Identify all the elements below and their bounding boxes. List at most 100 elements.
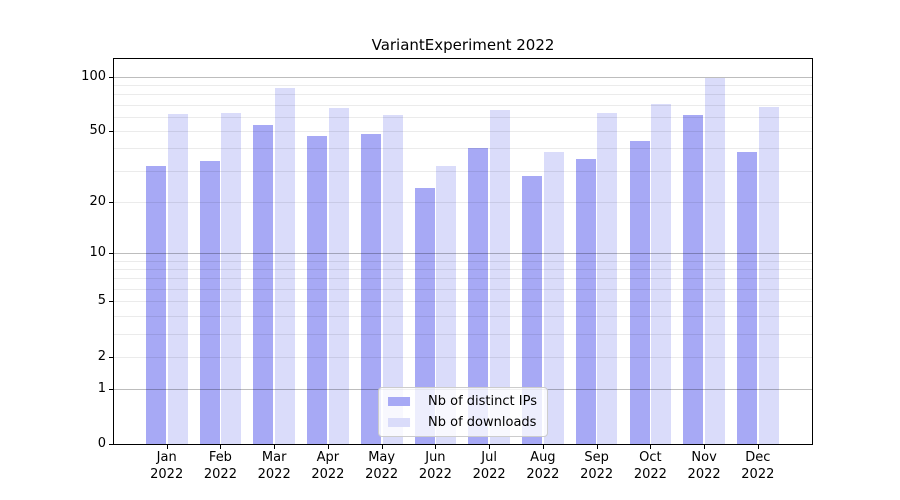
- y-tick-mark: [109, 357, 113, 358]
- minor-gridline: [114, 171, 812, 172]
- minor-gridline: [114, 202, 812, 203]
- legend-swatch-downloads: [388, 418, 411, 427]
- y-tick-label: 0: [97, 436, 106, 451]
- bar-downloads-aug: [543, 152, 564, 444]
- x-tick-year: 2022: [203, 466, 237, 482]
- bar-distinct-ips-sep: [575, 158, 596, 444]
- minor-gridline: [114, 85, 812, 86]
- y-tick-mark: [109, 444, 113, 445]
- bar-downloads-jul: [489, 110, 510, 444]
- x-tick-mark: [489, 445, 490, 449]
- y-tick-mark: [109, 389, 113, 390]
- legend-swatch-distinct-ips: [388, 397, 411, 406]
- y-tick-label: 10: [89, 245, 106, 261]
- plot-area: 0 1 2 5 10 20 50 100 Jan 2022 Feb 2022 Mar 2022 Apr 202…: [81, 58, 813, 482]
- y-tick-mark: [109, 301, 113, 302]
- minor-gridline: [114, 94, 812, 95]
- minor-gridline: [114, 269, 812, 270]
- x-tick-mark: [167, 445, 168, 449]
- bar-distinct-ips-aug: [522, 175, 543, 444]
- major-gridline: [114, 253, 812, 254]
- bar-distinct-ips-oct: [629, 140, 650, 444]
- bar-downloads-mar: [275, 87, 296, 444]
- x-tick-year: 2022: [472, 466, 506, 482]
- y-tick-label: 2: [97, 348, 106, 364]
- x-tick-mark: [597, 445, 598, 449]
- x-tick-month: Apr: [316, 450, 340, 465]
- x-tick-year: 2022: [311, 466, 345, 482]
- legend-label-distinct-ips: Nb of distinct IPs: [428, 394, 537, 409]
- bar-downloads-jun: [436, 165, 457, 444]
- x-tick-mark: [704, 445, 705, 449]
- y-tick-mark: [109, 202, 113, 203]
- x-tick-year: 2022: [418, 466, 452, 482]
- minor-gridline: [114, 131, 812, 132]
- x-tick-year: 2022: [580, 466, 614, 482]
- minor-gridline: [114, 289, 812, 290]
- x-tick-label: Apr 2022: [299, 450, 357, 483]
- y-tick-mark: [109, 253, 113, 254]
- legend-label-downloads: Nb of downloads: [428, 415, 537, 430]
- y-tick-label: 50: [89, 123, 106, 138]
- bar-distinct-ips-may: [360, 134, 381, 444]
- x-tick-label: Sep 2022: [568, 450, 626, 483]
- x-tick-mark: [328, 445, 329, 449]
- x-tick-month: Dec: [745, 450, 771, 465]
- bar-downloads-oct: [651, 103, 672, 444]
- x-tick-year: 2022: [526, 466, 560, 482]
- bar-distinct-ips-feb: [199, 160, 220, 444]
- x-tick-month: Jun: [425, 450, 446, 465]
- bar-downloads-sep: [597, 112, 618, 444]
- x-tick-mark: [274, 445, 275, 449]
- x-tick-label: Mar 2022: [245, 450, 303, 483]
- y-tick-label: 1: [97, 380, 106, 396]
- x-tick-label: Aug 2022: [514, 450, 572, 483]
- x-tick-label: May 2022: [353, 450, 411, 483]
- x-tick-label: Oct 2022: [621, 450, 679, 483]
- bar-distinct-ips-mar: [253, 124, 274, 444]
- x-tick-year: 2022: [150, 466, 184, 482]
- bar-distinct-ips-jan: [145, 165, 166, 444]
- x-tick-mark: [758, 445, 759, 449]
- x-tick-month: May: [368, 450, 396, 465]
- x-tick-label: Dec 2022: [729, 450, 787, 483]
- x-tick-month: Jul: [481, 450, 497, 465]
- minor-gridline: [114, 261, 812, 262]
- x-tick-mark: [435, 445, 436, 449]
- x-tick-mark: [650, 445, 651, 449]
- bar-downloads-may: [382, 115, 403, 444]
- y-tick-mark: [109, 131, 113, 132]
- chart-title: VariantExperiment 2022: [371, 36, 555, 54]
- x-tick-year: 2022: [687, 466, 721, 482]
- x-tick-year: 2022: [633, 466, 667, 482]
- x-tick-month: Oct: [639, 450, 662, 465]
- x-tick-year: 2022: [741, 466, 775, 482]
- bar-distinct-ips-nov: [683, 115, 704, 444]
- x-tick-month: Mar: [261, 450, 287, 465]
- y-tick-label: 100: [81, 68, 106, 84]
- bar-downloads-nov: [704, 78, 725, 444]
- x-tick-month: Feb: [208, 450, 232, 465]
- minor-gridline: [114, 316, 812, 317]
- bar-downloads-feb: [221, 112, 242, 444]
- x-tick-month: Aug: [530, 450, 556, 465]
- legend-item-downloads: Nb of downloads: [388, 415, 537, 430]
- x-tick-label: Feb 2022: [191, 450, 249, 483]
- legend: Nb of distinct IPs Nb of downloads: [378, 387, 548, 437]
- bar-downloads-jan: [167, 114, 188, 444]
- x-tick-month: Nov: [691, 450, 717, 465]
- minor-gridline: [114, 278, 812, 279]
- x-tick-month: Jan: [156, 450, 177, 465]
- bar-downloads-dec: [758, 106, 779, 444]
- minor-gridline: [114, 105, 812, 106]
- x-tick-label: Jun 2022: [406, 450, 464, 483]
- minor-gridline: [114, 334, 812, 335]
- major-gridline: [114, 77, 812, 78]
- x-tick-label: Nov 2022: [675, 450, 733, 483]
- minor-gridline: [114, 357, 812, 358]
- legend-item-distinct-ips: Nb of distinct IPs: [388, 394, 537, 409]
- bar-distinct-ips-dec: [736, 152, 757, 444]
- bar-distinct-ips-jul: [468, 148, 489, 444]
- y-tick-label: 20: [89, 193, 106, 209]
- bar-distinct-ips-jun: [414, 187, 435, 444]
